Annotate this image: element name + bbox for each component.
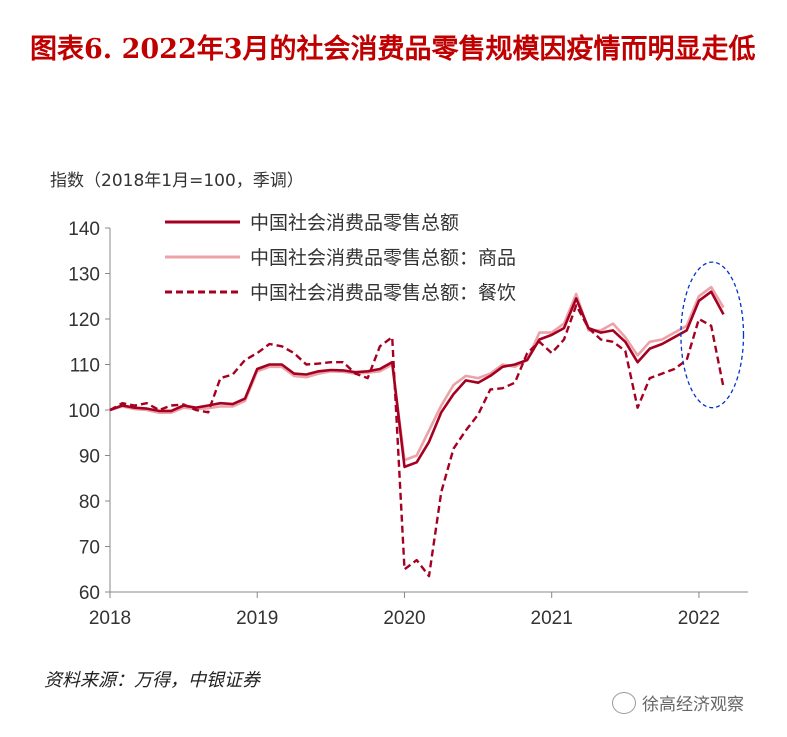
y-tick-label: 70 bbox=[79, 538, 100, 559]
y-tick-label: 120 bbox=[68, 310, 100, 331]
y-tick-label: 130 bbox=[68, 265, 100, 286]
x-tick-label: 2020 bbox=[383, 608, 425, 629]
watermark-text: 徐高经济观察 bbox=[642, 695, 744, 715]
y-tick-label: 60 bbox=[79, 583, 100, 604]
chart-series bbox=[109, 285, 725, 578]
x-tick-label: 2019 bbox=[236, 608, 278, 629]
series-line-2 bbox=[109, 285, 725, 462]
series-line-1 bbox=[109, 290, 725, 469]
y-tick-label: 90 bbox=[79, 447, 100, 468]
series-line-3 bbox=[109, 304, 725, 578]
watermark: 徐高经济观察 bbox=[612, 690, 744, 715]
y-tick-label: 100 bbox=[68, 401, 100, 422]
legend-label-2: 中国社会消费品零售总额：商品 bbox=[250, 247, 516, 269]
source-note: 资料来源：万得，中银证券 bbox=[44, 670, 260, 691]
chart-annotations bbox=[680, 261, 745, 409]
chart-axes: 60 70 80 90 100 110 120 130 140 2018 2019 2020 2021 2… bbox=[68, 219, 748, 629]
legend-label-1: 中国社会消费品零售总额 bbox=[250, 212, 459, 234]
chart-title: 图表6. 2022年3月的社会消费品零售规模因疫情而明显走低 bbox=[30, 34, 756, 65]
y-axis-label: 指数（2018年1月=100，季调） bbox=[50, 171, 304, 191]
y-tick-label: 110 bbox=[70, 356, 100, 377]
x-tick-label: 2018 bbox=[89, 608, 131, 629]
wechat-icon bbox=[612, 691, 636, 714]
highlight-ellipse bbox=[680, 261, 745, 409]
x-tick-label: 2021 bbox=[531, 608, 573, 629]
y-tick-label: 140 bbox=[68, 219, 100, 240]
x-tick-label: 2022 bbox=[678, 608, 720, 629]
legend-label-3: 中国社会消费品零售总额：餐饮 bbox=[250, 282, 516, 304]
y-tick-label: 80 bbox=[79, 492, 100, 513]
